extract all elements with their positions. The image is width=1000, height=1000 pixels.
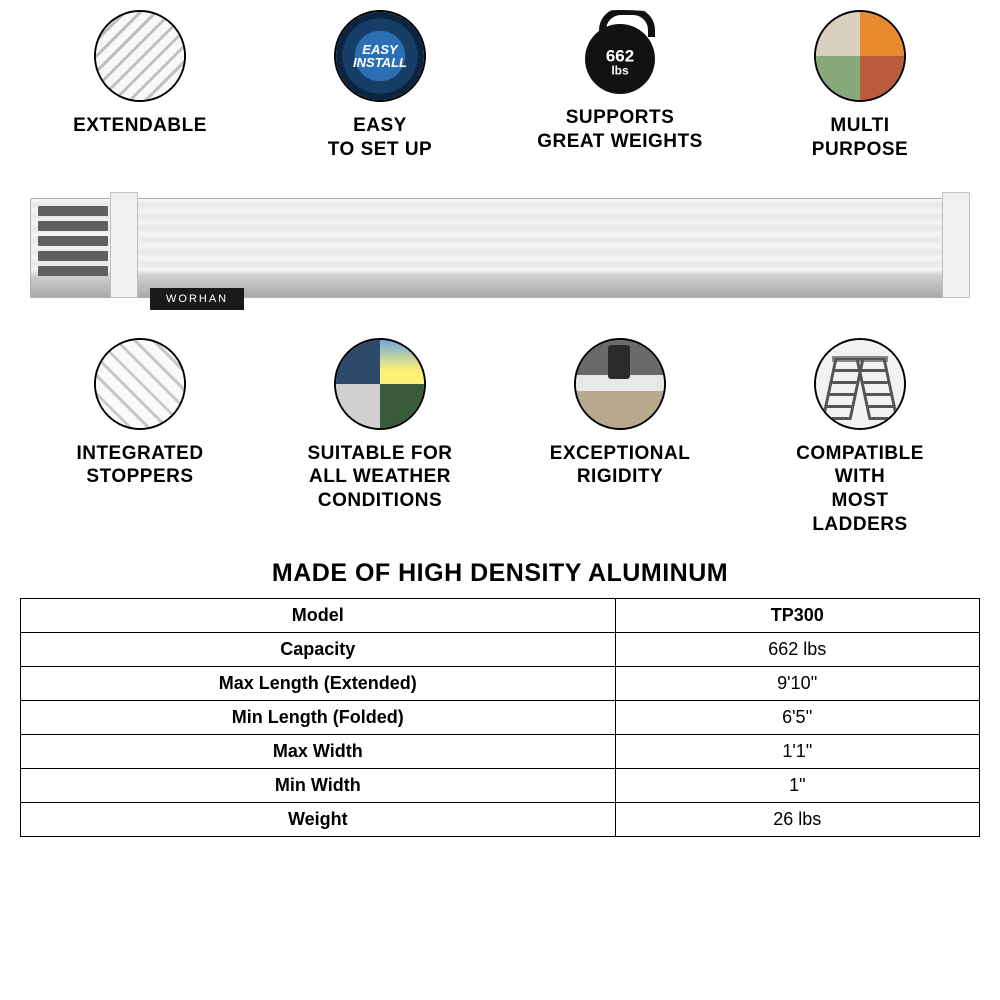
kettlebell-icon: 662 lbs — [508, 10, 732, 94]
spec-key: Max Length (Extended) — [21, 666, 616, 700]
spec-value: 26 lbs — [615, 802, 979, 836]
badge-text-bottom: INSTALL — [353, 56, 407, 69]
feature-supports-weight: 662 lbs SUPPORTS GREAT WEIGHTS — [500, 10, 740, 154]
plank-slots — [38, 206, 108, 274]
feature-multi-purpose: MULTI PURPOSE — [740, 10, 980, 162]
feature-label: SUPPORTS GREAT WEIGHTS — [537, 106, 703, 154]
spec-key: Capacity — [21, 632, 616, 666]
feature-label: EXCEPTIONAL RIGIDITY — [550, 442, 691, 490]
features-bottom-row: INTEGRATED STOPPERS SUITABLE FOR ALL WEA… — [20, 338, 980, 537]
table-row: Model TP300 — [21, 598, 980, 632]
spec-key: Model — [21, 598, 616, 632]
multi-purpose-icon — [814, 10, 906, 102]
rigidity-icon — [574, 338, 666, 430]
table-row: Max Length (Extended) 9'10'' — [21, 666, 980, 700]
table-row: Weight 26 lbs — [21, 802, 980, 836]
feature-compatible-ladders: COMPATIBLE WITH MOST LADDERS — [740, 338, 980, 537]
spec-key: Weight — [21, 802, 616, 836]
brand-badge: WORHAN — [150, 288, 244, 310]
extendable-icon — [94, 10, 186, 102]
plank-body — [30, 198, 970, 298]
feature-extendable: EXTENDABLE — [20, 10, 260, 138]
feature-label: EASY TO SET UP — [328, 114, 432, 162]
spec-table: Model TP300 Capacity 662 lbs Max Length … — [20, 598, 980, 837]
spec-value: 662 lbs — [615, 632, 979, 666]
plank-endcap-left — [110, 192, 138, 298]
feature-easy-setup: EASY INSTALL EASY TO SET UP — [260, 10, 500, 162]
table-row: Max Width 1'1" — [21, 734, 980, 768]
table-row: Capacity 662 lbs — [21, 632, 980, 666]
feature-label: EXTENDABLE — [73, 114, 207, 138]
feature-label: SUITABLE FOR ALL WEATHER CONDITIONS — [308, 442, 453, 513]
feature-rigidity: EXCEPTIONAL RIGIDITY — [500, 338, 740, 490]
spec-key: Min Length (Folded) — [21, 700, 616, 734]
spec-key: Max Width — [21, 734, 616, 768]
product-image: WORHAN — [30, 178, 970, 318]
ladders-icon — [814, 338, 906, 430]
feature-label: COMPATIBLE WITH MOST LADDERS — [796, 442, 924, 537]
spec-value: TP300 — [615, 598, 979, 632]
stoppers-icon — [94, 338, 186, 430]
weight-unit: lbs — [606, 64, 634, 76]
weather-icon — [334, 338, 426, 430]
easy-install-icon: EASY INSTALL — [334, 10, 426, 102]
plank-endcap-right — [942, 192, 970, 298]
features-top-row: EXTENDABLE EASY INSTALL EASY TO SET UP 6… — [20, 10, 980, 162]
feature-label: MULTI PURPOSE — [812, 114, 908, 162]
spec-value: 6'5'' — [615, 700, 979, 734]
table-title: MADE OF HIGH DENSITY ALUMINUM — [20, 559, 980, 588]
spec-key: Min Width — [21, 768, 616, 802]
feature-all-weather: SUITABLE FOR ALL WEATHER CONDITIONS — [260, 338, 500, 513]
feature-integrated-stoppers: INTEGRATED STOPPERS — [20, 338, 260, 490]
table-row: Min Width 1" — [21, 768, 980, 802]
spec-value: 1" — [615, 768, 979, 802]
spec-value: 9'10'' — [615, 666, 979, 700]
table-row: Min Length (Folded) 6'5'' — [21, 700, 980, 734]
infographic-page: EXTENDABLE EASY INSTALL EASY TO SET UP 6… — [0, 0, 1000, 847]
feature-label: INTEGRATED STOPPERS — [76, 442, 203, 490]
spec-value: 1'1" — [615, 734, 979, 768]
